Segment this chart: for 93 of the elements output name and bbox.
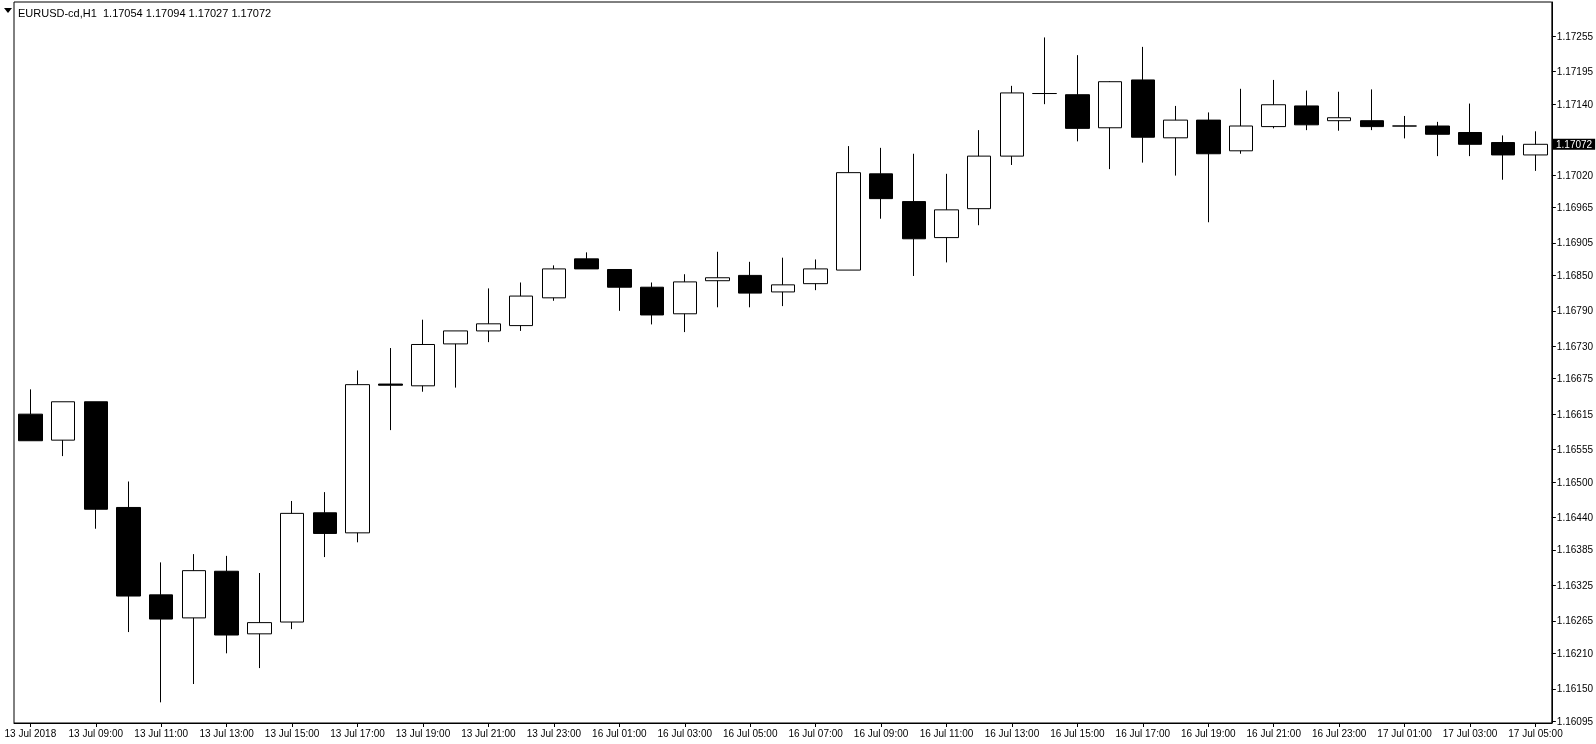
candlestick bbox=[836, 145, 861, 271]
y-tick-label: 1.16500 bbox=[1556, 476, 1594, 488]
x-tick-label: 16 Jul 21:00 bbox=[1246, 727, 1302, 739]
candlestick bbox=[1131, 46, 1155, 164]
x-tick-label: 16 Jul 09:00 bbox=[853, 727, 909, 739]
candlestick bbox=[640, 281, 664, 325]
x-tick-label: 16 Jul 13:00 bbox=[984, 727, 1040, 739]
y-tick-label: 1.16325 bbox=[1556, 579, 1594, 591]
candlestick bbox=[771, 257, 795, 307]
x-tick-label: 16 Jul 17:00 bbox=[1115, 727, 1171, 739]
candlestick bbox=[1098, 80, 1122, 170]
y-tick-label: 1.16615 bbox=[1556, 408, 1594, 420]
x-tick-label: 16 Jul 19:00 bbox=[1181, 727, 1236, 739]
x-tick-label: 16 Jul 07:00 bbox=[788, 727, 844, 739]
x-tick-label: 17 Jul 03:00 bbox=[1442, 727, 1498, 739]
candlestick bbox=[1196, 111, 1221, 223]
y-tick-label: 1.17255 bbox=[1556, 30, 1594, 42]
candlestick bbox=[1229, 88, 1253, 155]
candlestick bbox=[411, 319, 435, 393]
candlestick bbox=[542, 264, 566, 302]
candlestick bbox=[51, 401, 75, 457]
x-tick-label: 17 Jul 05:00 bbox=[1508, 727, 1564, 739]
candlestick bbox=[1458, 103, 1482, 157]
x-tick-label: 16 Jul 15:00 bbox=[1050, 727, 1106, 739]
candlestick bbox=[1065, 54, 1090, 142]
candlestick bbox=[607, 269, 632, 312]
x-tick-label: 17 Jul 01:00 bbox=[1377, 727, 1433, 739]
candlestick bbox=[1523, 130, 1548, 172]
x-tick-label: 13 Jul 2018 bbox=[4, 727, 57, 739]
y-tick-label: 1.17195 bbox=[1556, 66, 1594, 78]
candlestick bbox=[345, 369, 370, 543]
candlestick bbox=[476, 287, 501, 343]
y-tick-label: 1.16210 bbox=[1556, 647, 1594, 659]
candlestick bbox=[1000, 85, 1024, 166]
y-tick-label: 1.16555 bbox=[1556, 444, 1594, 456]
y-tick-label: 1.16850 bbox=[1556, 269, 1594, 281]
candlestick bbox=[1392, 115, 1417, 139]
y-tick-label: 1.16265 bbox=[1556, 615, 1594, 627]
chart-title: EURUSD-cd,H1 1.17054 1.17094 1.17027 1.17072 bbox=[18, 6, 272, 19]
y-tick-label: 1.16965 bbox=[1556, 201, 1594, 213]
y-tick-label: 1.16095 bbox=[1556, 715, 1594, 727]
candlestick bbox=[803, 258, 828, 291]
candlestick bbox=[182, 553, 206, 685]
candlestick bbox=[509, 281, 533, 332]
y-tick-label: 1.16385 bbox=[1556, 544, 1594, 556]
candlestick bbox=[247, 572, 272, 669]
candlestick bbox=[1491, 134, 1515, 181]
y-tick-label: 1.17140 bbox=[1556, 98, 1594, 110]
x-tick-label: 13 Jul 21:00 bbox=[461, 727, 517, 739]
y-tick-label: 1.16675 bbox=[1556, 373, 1594, 385]
candlestick bbox=[313, 491, 337, 558]
candlestick bbox=[705, 251, 730, 308]
y-tick-label: 1.16440 bbox=[1556, 512, 1594, 524]
x-tick-label: 13 Jul 17:00 bbox=[330, 727, 386, 739]
candlestick bbox=[84, 401, 108, 530]
x-tick-label: 16 Jul 01:00 bbox=[592, 727, 647, 739]
y-tick-label: 1.16790 bbox=[1556, 305, 1594, 317]
x-tick-label: 13 Jul 09:00 bbox=[68, 727, 124, 739]
y-tick-label: 1.16730 bbox=[1556, 340, 1594, 352]
candlestick bbox=[1327, 91, 1351, 132]
candlestick bbox=[116, 480, 141, 633]
candlestick bbox=[1425, 121, 1450, 157]
x-tick-label: 13 Jul 15:00 bbox=[264, 727, 320, 739]
candlestick bbox=[1163, 105, 1188, 177]
x-tick-label: 13 Jul 11:00 bbox=[134, 727, 189, 739]
x-tick-label: 16 Jul 11:00 bbox=[919, 727, 974, 739]
x-tick-label: 13 Jul 19:00 bbox=[395, 727, 451, 739]
candlestick bbox=[902, 153, 926, 277]
candlestick bbox=[214, 555, 239, 654]
x-tick-label: 16 Jul 05:00 bbox=[722, 727, 778, 739]
candlestick bbox=[1294, 90, 1319, 131]
candlestick bbox=[1360, 88, 1384, 131]
y-tick-label: 1.16905 bbox=[1556, 237, 1594, 249]
y-tick-label: 1.17020 bbox=[1556, 169, 1594, 181]
candlestick bbox=[280, 500, 304, 630]
x-tick-label: 16 Jul 23:00 bbox=[1311, 727, 1367, 739]
candlestick bbox=[673, 273, 697, 333]
annotation: 1.17072 bbox=[1556, 138, 1593, 150]
x-tick-label: 13 Jul 13:00 bbox=[199, 727, 255, 739]
candlestick bbox=[574, 251, 599, 270]
candlestick bbox=[1032, 36, 1057, 105]
candlestick bbox=[934, 173, 959, 263]
candlestick bbox=[443, 330, 468, 389]
candlestick bbox=[18, 388, 43, 442]
candlestick bbox=[149, 561, 173, 703]
x-tick-label: 16 Jul 03:00 bbox=[657, 727, 713, 739]
candlestick bbox=[378, 347, 403, 431]
y-tick-label: 1.16150 bbox=[1556, 683, 1594, 695]
x-tick-label: 13 Jul 23:00 bbox=[526, 727, 582, 739]
candlestick bbox=[1261, 79, 1286, 129]
candlestick bbox=[967, 129, 991, 226]
candlestick bbox=[869, 147, 893, 220]
candlestick bbox=[738, 261, 762, 308]
